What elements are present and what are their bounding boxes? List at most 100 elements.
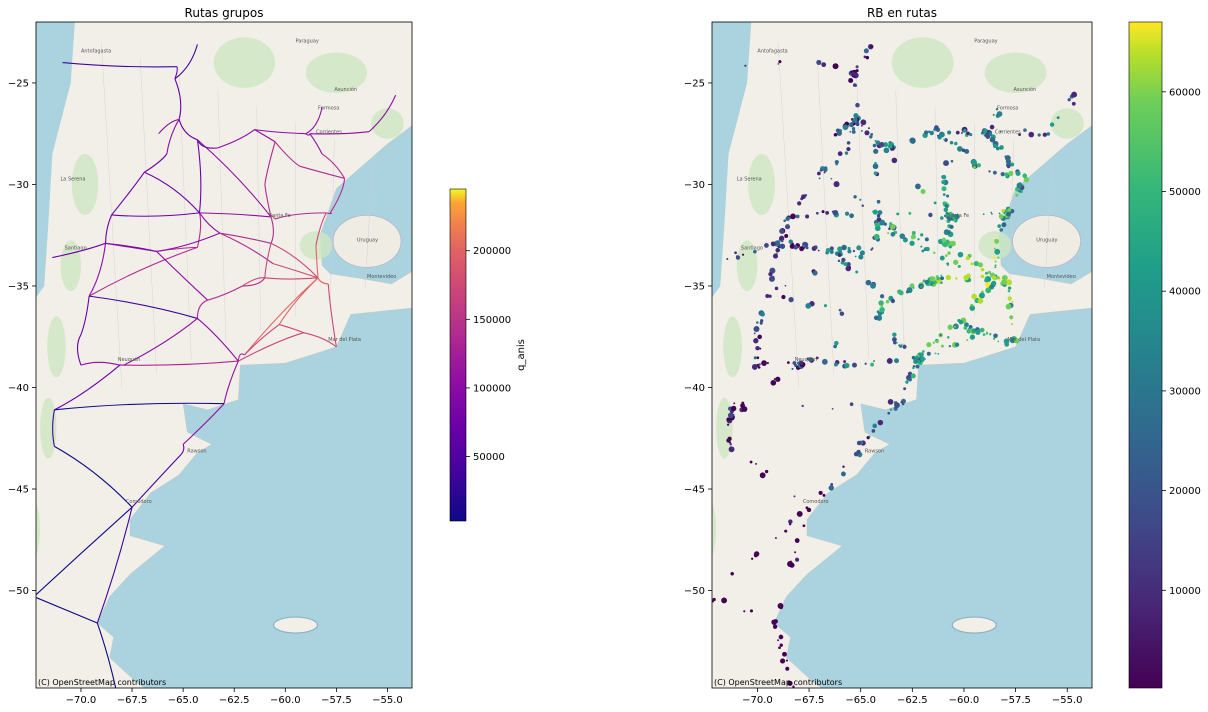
rb-point [944,204,948,207]
rb-point [957,146,963,152]
rb-point [902,237,908,243]
route-segment [254,129,276,143]
vegetation-area [891,37,954,88]
rb-point [939,334,942,337]
map-place-label: Santiago [741,245,763,251]
colorbar-tick-label: 50000 [1169,187,1201,198]
rb-point [968,325,973,329]
rb-point [831,407,834,410]
map-place-label: Paraguay [974,38,997,44]
route-segment [244,277,319,356]
rb-point [899,344,903,348]
vegetation-area [723,316,742,378]
rb-point [753,338,759,344]
route-segment [111,171,145,216]
rb-point [1016,182,1023,189]
rb-point [890,298,895,304]
rb-point [790,213,796,220]
rb-point [1042,132,1047,137]
rb-point [997,256,1000,259]
rb-point [764,243,769,248]
rb-point [992,275,997,281]
rb-point [1011,300,1014,303]
rb-point [999,147,1002,150]
rb-point [912,366,915,370]
rb-point [1001,209,1005,213]
rb-point [832,209,839,216]
rb-point [878,300,884,306]
rb-point [963,274,970,281]
rb-point [975,329,981,335]
rb-point [821,210,825,214]
right-map-panel: Antofagasta Paraguay Asunción Formosa Corrie… [684,6,1093,706]
rb-point [892,332,897,337]
rb-point [949,141,954,145]
rb-point [971,328,976,333]
rb-point [829,246,834,251]
rb-point [775,252,778,255]
rb-point [805,302,812,309]
map-place-label: Paraguay [296,38,319,44]
rb-point [989,132,993,136]
route-segment [244,324,280,356]
vegetation-area [748,153,775,215]
route-segment [196,299,208,319]
rb-point [801,404,804,408]
rb-point [887,143,893,149]
colorbar-tick-label: 10000 [1169,586,1201,597]
rb-point [978,292,985,299]
rb-point [855,65,859,69]
rb-point [996,276,1000,280]
route-segment [166,119,180,155]
rb-point [822,493,826,497]
rb-point [859,250,865,256]
x-tick-label: −60.0 [949,695,980,706]
rb-point [840,261,845,265]
rb-point [755,462,758,465]
rb-point [924,279,930,285]
rb-point [939,255,945,261]
rb-point [837,246,843,252]
rb-point [770,379,777,386]
rb-point [993,247,996,250]
rb-point [859,198,862,201]
rb-point [800,197,804,201]
rb-point [997,224,1002,229]
rb-point [982,333,986,336]
rb-point [797,201,802,206]
vegetation-area [40,397,57,459]
rb-point [766,361,769,365]
rb-point [815,356,819,360]
rb-point [904,237,907,240]
rb-point [971,293,977,300]
vegetation-area [736,240,758,292]
rb-point [847,246,851,250]
rb-point [794,551,797,554]
rb-point [1028,131,1035,138]
left-map-panel: Antofagasta Paraguay Asunción Formosa Corrie… [8,6,413,706]
route-segment [131,454,182,508]
route-segment [264,277,319,280]
map-place-label: Mar del Plata [328,337,361,343]
rb-point [1006,164,1011,169]
rb-point [778,60,782,64]
rb-point [875,140,881,146]
rb-point [880,304,884,308]
route-segment [180,444,185,455]
rb-point [789,243,795,249]
rb-point [817,249,820,252]
rb-point [910,236,914,240]
rb-point [864,130,870,136]
route-segment [274,212,327,220]
route-segment [158,118,180,135]
map-place-label: Montevideo [367,274,396,280]
rb-point [1009,315,1014,320]
map-place-label: Comodoro [126,499,152,505]
rb-point [917,361,921,364]
rb-point [734,251,737,255]
rb-point [991,280,997,286]
rb-point [784,529,788,533]
rb-point [772,253,779,259]
rb-point [848,77,854,84]
